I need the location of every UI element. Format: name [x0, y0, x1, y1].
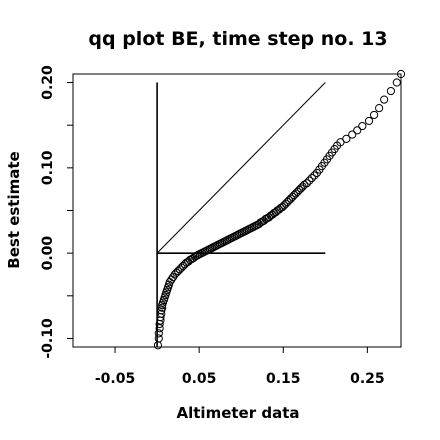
plot-frame — [72, 73, 402, 348]
x-tick-label: 0.15 — [266, 371, 301, 387]
reference-lines — [156, 82, 326, 347]
data-point — [380, 95, 389, 104]
data-point — [364, 116, 374, 126]
x-tick-label: 0.05 — [182, 371, 217, 387]
data-point — [358, 121, 367, 131]
data-point — [158, 303, 167, 312]
data-point — [348, 130, 357, 139]
y-tick-label: 0.10 — [40, 150, 56, 185]
data-point — [310, 171, 319, 180]
chart-title: qq plot BE, time step no. 13 — [88, 28, 387, 50]
data-point — [375, 104, 384, 113]
data-point — [386, 86, 396, 96]
y-axis-label: Best estimate — [5, 151, 23, 268]
data-point — [369, 110, 379, 120]
data-point — [154, 334, 163, 343]
data-point — [342, 134, 351, 143]
data-point — [300, 180, 309, 190]
data-point — [155, 324, 164, 333]
reference-line-identity — [156, 82, 326, 254]
data-point — [353, 126, 362, 135]
y-tick-label: -0.10 — [40, 318, 56, 359]
data-point — [302, 179, 311, 188]
x-tick-label: -0.05 — [95, 371, 135, 387]
data-point — [153, 341, 163, 350]
data-point — [305, 176, 314, 185]
data-points — [153, 69, 406, 350]
data-point — [157, 309, 166, 318]
data-point — [396, 69, 406, 79]
data-point — [392, 78, 401, 87]
y-axis: -0.10 0.00 0.10 0.20 — [40, 65, 73, 359]
data-point — [154, 329, 163, 338]
x-axis-label: Altimeter data — [177, 404, 300, 422]
y-tick-label: 0.00 — [40, 236, 56, 271]
x-axis: -0.05 0.05 0.15 0.25 — [95, 347, 385, 387]
data-point — [336, 138, 345, 147]
data-point — [307, 173, 316, 183]
y-tick-label: 0.20 — [40, 65, 56, 100]
x-tick-label: 0.25 — [350, 371, 385, 387]
data-point — [165, 278, 174, 287]
